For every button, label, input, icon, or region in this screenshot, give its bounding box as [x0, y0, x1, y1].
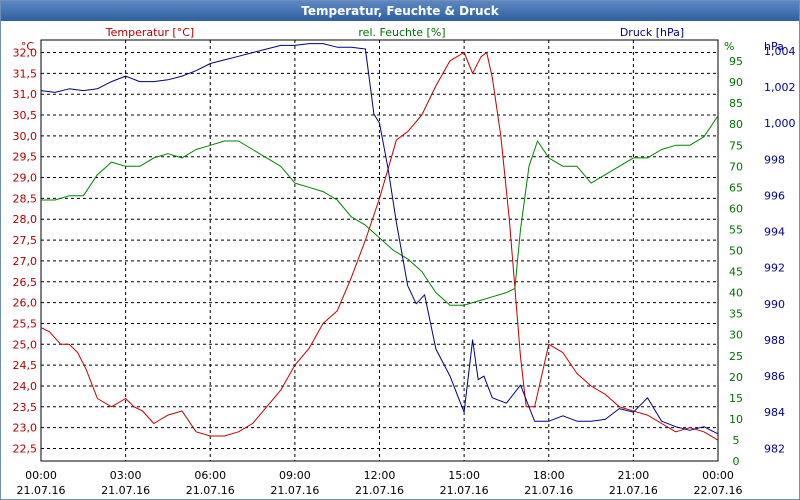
tick-label-pressure: 996 [764, 189, 785, 202]
legend-temperature: Temperatur [°C] [105, 26, 194, 39]
tick-label-pressure: 994 [764, 226, 785, 239]
tick-label-temperature: 30,5 [13, 109, 38, 122]
tick-label-humidity: 75 [729, 139, 743, 152]
x-tick-date: 21.07.16 [524, 484, 573, 497]
tick-label-humidity: 65 [729, 181, 743, 194]
tick-label-temperature: 28,0 [13, 213, 38, 226]
tick-label-humidity: 45 [729, 266, 743, 279]
gridlines [41, 40, 718, 461]
tick-label-temperature: 27,5 [13, 234, 38, 247]
tick-label-humidity: 40 [729, 287, 743, 300]
tick-label-humidity: 5 [733, 434, 740, 447]
tick-label-humidity: 15 [729, 392, 743, 405]
x-tick-time: 15:00 [448, 469, 480, 482]
x-tick-time: 12:00 [364, 469, 396, 482]
x-tick-date: 21.07.16 [355, 484, 404, 497]
legend-pressure: Druck [hPa] [620, 26, 684, 39]
tick-label-humidity: 30 [729, 329, 743, 342]
tick-label-temperature: 24,0 [13, 380, 38, 393]
tick-label-temperature: 24,5 [13, 359, 38, 372]
axes-group: 22,5 23,0 23,5 24,0 24,5 25,0 25,5 26,0 26,5 27,0… [13, 45, 796, 497]
tick-label-temperature: 32,0 [13, 47, 38, 60]
tick-label-temperature: 26,5 [13, 276, 38, 289]
tick-label-pressure: 1,002 [764, 81, 796, 94]
tick-label-pressure: 1,000 [764, 117, 796, 130]
series-line-pressure [40, 43, 719, 435]
tick-label-temperature: 29,5 [13, 151, 38, 164]
x-tick-time: 00:00 [702, 469, 734, 482]
unit-pressure: hPa [764, 40, 784, 53]
unit-temperature: °C [21, 40, 35, 53]
x-tick-date: 21.07.16 [440, 484, 489, 497]
tick-label-humidity: 55 [729, 223, 743, 236]
x-tick-date: 21.07.16 [186, 484, 235, 497]
series-line-humidity [41, 115, 719, 306]
tick-label-temperature: 25,5 [13, 317, 38, 330]
tick-label-temperature: 28,5 [13, 192, 38, 205]
tick-label-pressure: 1,004 [764, 45, 796, 58]
tick-label-temperature: 26,0 [13, 297, 38, 310]
x-tick-date: 22.07.16 [694, 484, 743, 497]
tick-label-humidity: 20 [729, 371, 743, 384]
unit-humidity: % [724, 40, 734, 53]
tick-label-humidity: 10 [729, 413, 743, 426]
x-tick-time: 21:00 [618, 469, 650, 482]
legend-humidity: rel. Feuchte [%] [358, 26, 445, 39]
tick-label-pressure: 992 [764, 262, 785, 275]
tick-label-humidity: 35 [729, 308, 743, 321]
tick-label-pressure: 990 [764, 298, 785, 311]
x-tick-date: 21.07.16 [609, 484, 658, 497]
tick-label-humidity: 90 [729, 76, 743, 89]
x-tick-time: 03:00 [110, 469, 142, 482]
tick-label-humidity: 50 [729, 245, 743, 258]
tick-label-pressure: 982 [764, 442, 785, 455]
tick-label-humidity: 80 [729, 118, 743, 131]
tick-label-temperature: 30,0 [13, 130, 38, 143]
tick-label-humidity: 95 [729, 55, 743, 68]
tick-label-humidity: 25 [729, 350, 743, 363]
tick-label-pressure: 984 [764, 406, 785, 419]
tick-label-temperature: 27,0 [13, 255, 38, 268]
tick-label-temperature: 23,0 [13, 422, 38, 435]
tick-label-humidity: 60 [729, 202, 743, 215]
series-group [40, 43, 719, 441]
tick-label-temperature: 23,5 [13, 401, 38, 414]
x-tick-time: 18:00 [533, 469, 565, 482]
tick-label-pressure: 986 [764, 370, 785, 383]
tick-label-temperature: 31,0 [13, 88, 38, 101]
tick-label-humidity: 70 [729, 160, 743, 173]
x-tick-time: 06:00 [194, 469, 226, 482]
x-tick-time: 00:00 [25, 469, 57, 482]
tick-label-temperature: 31,5 [13, 67, 38, 80]
tick-label-humidity: 0 [733, 455, 740, 468]
tick-label-humidity: 85 [729, 97, 743, 110]
tick-label-pressure: 988 [764, 334, 785, 347]
x-tick-date: 21.07.16 [17, 484, 66, 497]
x-tick-date: 21.07.16 [101, 484, 150, 497]
window-title: Temperatur, Feuchte & Druck [1, 1, 799, 21]
tick-label-temperature: 22,5 [13, 442, 38, 455]
tick-label-temperature: 29,0 [13, 172, 38, 185]
x-tick-time: 09:00 [279, 469, 311, 482]
x-tick-date: 21.07.16 [270, 484, 319, 497]
tick-label-temperature: 25,0 [13, 338, 38, 351]
tick-label-pressure: 998 [764, 153, 785, 166]
